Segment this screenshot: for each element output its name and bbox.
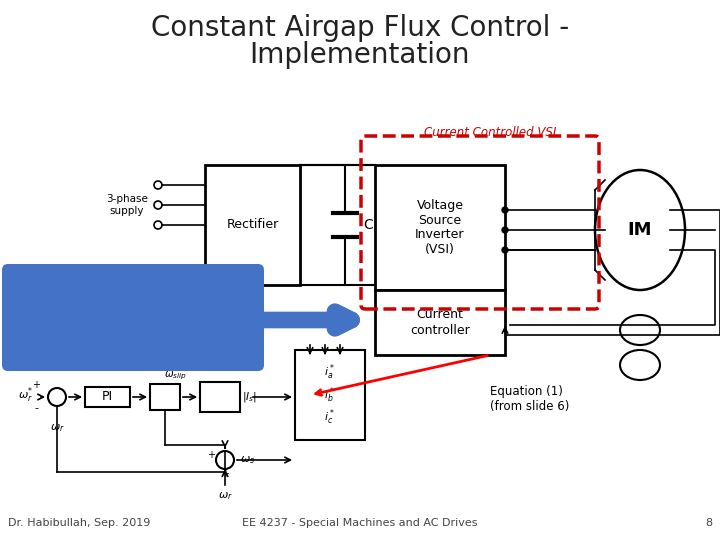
Circle shape <box>502 207 508 213</box>
Text: $|I_s|$: $|I_s|$ <box>242 390 257 404</box>
Text: 3-phase
supply: 3-phase supply <box>106 194 148 216</box>
Text: Constant Airgap Flux Control -: Constant Airgap Flux Control - <box>151 14 569 42</box>
Text: C: C <box>363 218 373 232</box>
Text: $\omega_r$: $\omega_r$ <box>50 422 65 434</box>
Text: Rectifier: Rectifier <box>226 219 279 232</box>
Text: +: + <box>32 380 40 390</box>
Text: $i^*_b$: $i^*_b$ <box>325 385 336 405</box>
Text: $\omega_r$: $\omega_r$ <box>217 490 233 502</box>
Text: IM: IM <box>628 221 652 239</box>
Text: Voltage
Source
Inverter
(VSI): Voltage Source Inverter (VSI) <box>415 199 464 256</box>
Text: Current Controlled VSI: Current Controlled VSI <box>424 125 556 138</box>
Circle shape <box>502 227 508 233</box>
FancyBboxPatch shape <box>85 387 130 407</box>
Text: 8: 8 <box>705 518 712 528</box>
Text: $i^*_c$: $i^*_c$ <box>325 408 336 427</box>
Text: -: - <box>34 403 38 413</box>
Text: $\omega_{slip}$: $\omega_{slip}$ <box>163 369 186 382</box>
Text: +: + <box>221 469 229 479</box>
FancyBboxPatch shape <box>295 350 365 440</box>
Text: $\omega_s$: $\omega_s$ <box>240 454 255 466</box>
FancyBboxPatch shape <box>375 290 505 355</box>
Text: PI: PI <box>102 390 113 403</box>
Text: Current controller options:
• Hysteresis Controller
• PI controller + PWM: Current controller options: • Hysteresis… <box>20 280 176 331</box>
Text: Implementation: Implementation <box>250 41 470 69</box>
FancyArrowPatch shape <box>261 312 351 328</box>
Text: EE 4237 - Special Machines and AC Drives: EE 4237 - Special Machines and AC Drives <box>242 518 478 528</box>
FancyBboxPatch shape <box>205 165 300 285</box>
FancyBboxPatch shape <box>2 264 264 371</box>
Text: $i^*_a$: $i^*_a$ <box>325 363 336 382</box>
Text: Dr. Habibullah, Sep. 2019: Dr. Habibullah, Sep. 2019 <box>8 518 150 528</box>
Text: Current
controller: Current controller <box>410 308 470 336</box>
Text: $\omega_r^{*}$: $\omega_r^{*}$ <box>18 385 33 405</box>
Text: Equation (1)
(from slide 6): Equation (1) (from slide 6) <box>490 385 570 413</box>
Text: +: + <box>207 450 215 460</box>
Circle shape <box>502 247 508 253</box>
FancyBboxPatch shape <box>200 382 240 412</box>
FancyBboxPatch shape <box>375 165 505 290</box>
FancyBboxPatch shape <box>150 384 180 410</box>
